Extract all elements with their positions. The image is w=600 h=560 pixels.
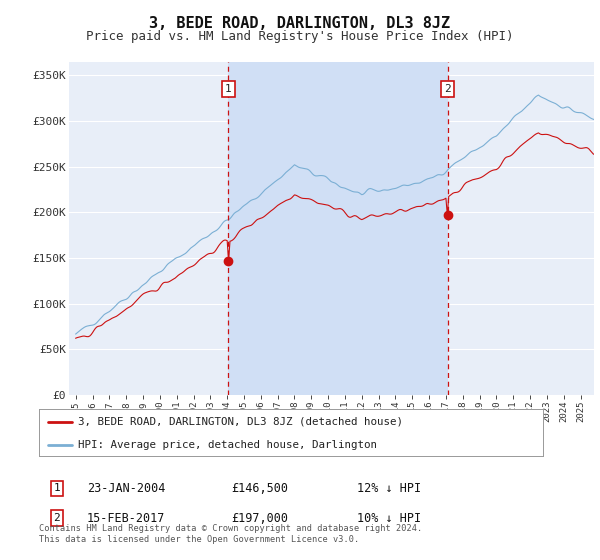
Text: 12% ↓ HPI: 12% ↓ HPI [357, 482, 421, 495]
Text: 3, BEDE ROAD, DARLINGTON, DL3 8JZ: 3, BEDE ROAD, DARLINGTON, DL3 8JZ [149, 16, 451, 31]
Text: 2: 2 [53, 513, 61, 523]
Text: 2: 2 [445, 84, 451, 94]
Text: 1: 1 [53, 483, 61, 493]
Text: 23-JAN-2004: 23-JAN-2004 [87, 482, 166, 495]
Text: 10% ↓ HPI: 10% ↓ HPI [357, 511, 421, 525]
Text: £197,000: £197,000 [231, 511, 288, 525]
Bar [229, 62, 448, 395]
Text: 1: 1 [225, 84, 232, 94]
Text: £146,500: £146,500 [231, 482, 288, 495]
Text: 15-FEB-2017: 15-FEB-2017 [87, 511, 166, 525]
Text: Contains HM Land Registry data © Crown copyright and database right 2024.
This d: Contains HM Land Registry data © Crown c… [39, 524, 422, 544]
Text: HPI: Average price, detached house, Darlington: HPI: Average price, detached house, Darl… [79, 440, 377, 450]
Text: Price paid vs. HM Land Registry's House Price Index (HPI): Price paid vs. HM Land Registry's House … [86, 30, 514, 43]
Text: 3, BEDE ROAD, DARLINGTON, DL3 8JZ (detached house): 3, BEDE ROAD, DARLINGTON, DL3 8JZ (detac… [79, 417, 403, 427]
